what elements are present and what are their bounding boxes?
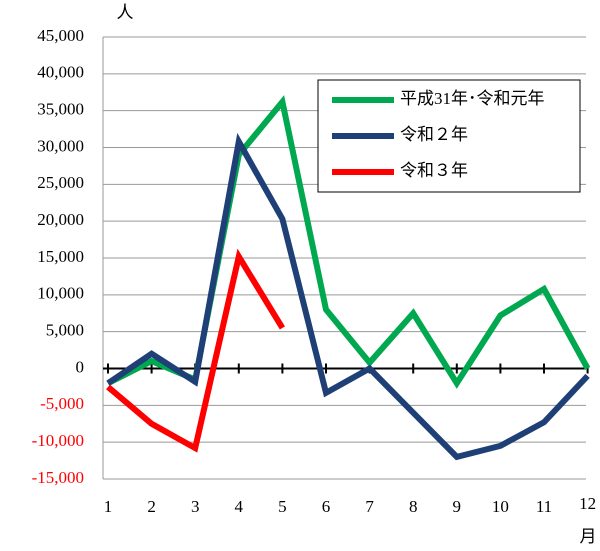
legend-label: 令和３年 [400,161,468,180]
y-tick-label: 30,000 [37,136,84,155]
y-tick-label: 45,000 [37,26,84,45]
y-tick-label: 40,000 [37,63,84,82]
y-tick-label: -5,000 [40,394,84,413]
y-tick-label: 15,000 [37,247,84,266]
y-tick-label: 35,000 [37,100,84,119]
line-series [106,132,590,461]
x-tick-label: 6 [322,497,331,516]
y-tick-label: 0 [76,357,85,376]
y-tick-label: 10,000 [37,284,84,303]
x-tick-label: 3 [191,497,200,516]
x-tick-label: 10 [492,497,509,516]
x-tick-label: 2 [147,497,156,516]
y-tick-label: -10,000 [32,431,84,450]
x-tick-label: 11 [536,497,552,516]
legend-label: 令和２年 [400,125,468,144]
x-tick-label: 8 [409,497,418,516]
y-axis-label: 人 [117,3,134,22]
y-tick-label: 5,000 [46,321,84,340]
x-axis-label: 月 [580,527,597,546]
y-tick-label: 20,000 [37,210,84,229]
x-tick-label: 7 [365,497,374,516]
legend-label: 平成31年･令和元年 [400,89,545,108]
x-tick-label: 5 [278,497,287,516]
x-tick-label: 4 [235,497,244,516]
y-tick-label: 25,000 [37,173,84,192]
x-tick-label: 1 [104,497,113,516]
x-tick-label: 12 [579,494,596,513]
y-tick-label: -15,000 [32,468,84,487]
line-series [106,248,285,453]
x-tick-label: 9 [453,497,462,516]
